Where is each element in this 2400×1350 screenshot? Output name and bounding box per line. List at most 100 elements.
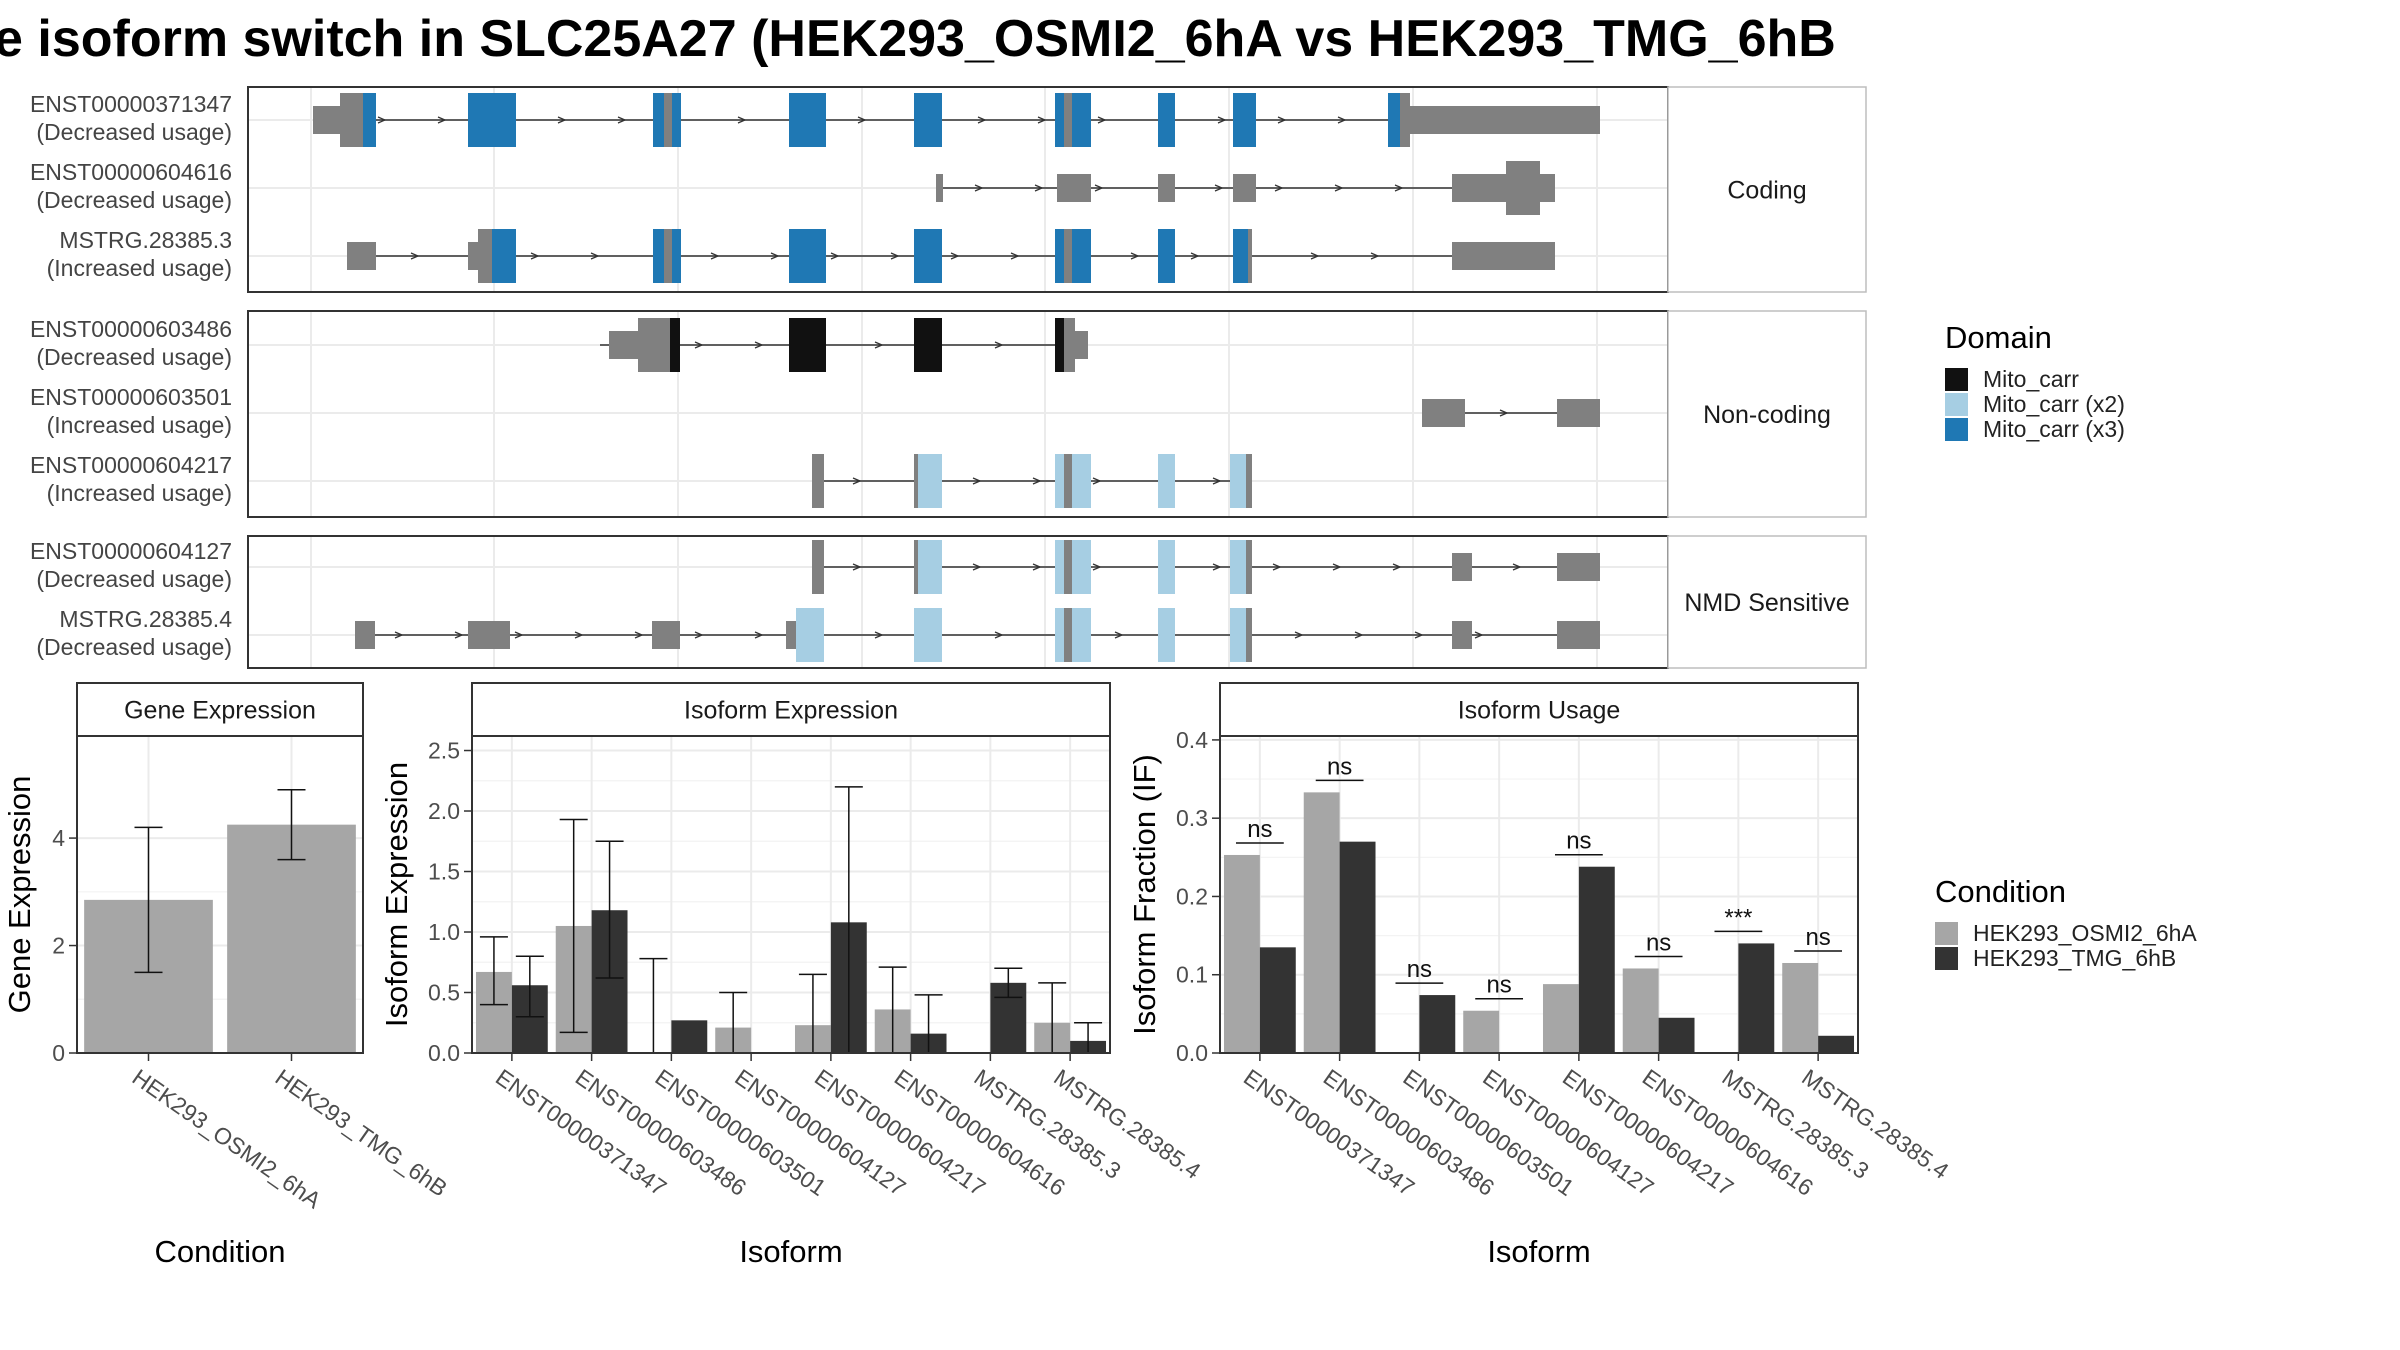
direction-arrow [974, 184, 984, 192]
y-axis-label: Gene Expression [2, 776, 37, 1014]
direction-arrow [770, 252, 780, 260]
exon [340, 93, 363, 147]
direction-arrow [1092, 563, 1102, 571]
exon [1557, 553, 1600, 581]
exon [313, 106, 340, 134]
y-tick-label: 0.0 [428, 1040, 460, 1066]
direction-arrow [1130, 252, 1140, 260]
direction-arrow [1512, 563, 1522, 571]
direction-arrow [617, 116, 627, 124]
exon [1230, 454, 1246, 508]
exon [1072, 454, 1091, 508]
exon [468, 93, 516, 147]
direction-arrow [1212, 563, 1222, 571]
direction-arrow [874, 341, 884, 349]
isoform-name: ENST00000604217 [30, 452, 232, 478]
direction-arrow [1032, 477, 1042, 485]
isoform-track [355, 608, 1600, 662]
y-tick-label: 0.2 [1176, 883, 1208, 909]
direction-arrow [1097, 116, 1107, 124]
exon [786, 621, 796, 649]
direction-arrow [1332, 563, 1342, 571]
direction-arrow [1337, 116, 1347, 124]
significance-label: ns [1486, 972, 1511, 999]
isoform-usage-label: (Decreased usage) [36, 187, 232, 213]
direction-arrow [950, 252, 960, 260]
direction-arrow [852, 563, 862, 571]
direction-arrow [437, 116, 447, 124]
direction-arrow [590, 252, 600, 260]
exon [1158, 608, 1175, 662]
exon [1506, 161, 1540, 215]
isoform-expression-chart: Isoform Expression 0.0 0.5 1.0 1.5 2.0 2.5 Isof… [379, 682, 1206, 1269]
legend-label: Mito_carr [1983, 366, 2079, 392]
x-axis-label: Isoform [1487, 1234, 1590, 1269]
isoform-track [936, 161, 1555, 215]
x-axis-label: Condition [155, 1234, 286, 1269]
direction-arrow [1354, 631, 1364, 639]
exon [796, 608, 824, 662]
direction-arrow [1474, 631, 1484, 639]
exon [1233, 174, 1256, 202]
exon [1064, 540, 1072, 594]
isoform-usage-chart: ns ns ns ns ns ns *** ns Isoform Usage 0.0 0.1 0.2 0… [1127, 682, 1954, 1269]
exon [672, 229, 681, 283]
exon [1064, 93, 1072, 147]
exon [653, 229, 664, 283]
exon [1248, 229, 1252, 283]
bar [1782, 962, 1819, 1053]
direction-arrow [1370, 252, 1380, 260]
direction-arrow [972, 563, 982, 571]
x-tick-label: MSTRG.28385.4 [1049, 1064, 1205, 1184]
exon [609, 331, 638, 359]
direction-arrow [1037, 116, 1047, 124]
direction-arrow [994, 341, 1004, 349]
exon [1452, 174, 1506, 202]
exon [1230, 540, 1246, 594]
y-tick-label: 1.0 [428, 919, 460, 945]
direction-arrow [1272, 563, 1282, 571]
exon [363, 93, 376, 147]
exon [1075, 331, 1088, 359]
facet-strip [471, 682, 1111, 737]
structure-panel-non-coding: ENST00000603486(Decreased usage) ENST0000… [30, 310, 1867, 518]
direction-arrow [634, 631, 644, 639]
bar [1818, 1035, 1855, 1053]
direction-arrow [852, 477, 862, 485]
direction-arrow [410, 252, 420, 260]
significance-label: ns [1407, 956, 1432, 983]
exon [1072, 540, 1091, 594]
direction-arrow [1392, 563, 1402, 571]
exon [1055, 540, 1064, 594]
direction-arrow [574, 631, 584, 639]
isoform-usage-label: (Decreased usage) [36, 344, 232, 370]
direction-arrow [1274, 184, 1284, 192]
y-tick-label: 2 [52, 933, 65, 959]
exon [1410, 106, 1600, 134]
direction-arrow [972, 477, 982, 485]
x-tick-label: MSTRG.28385.4 [1797, 1064, 1953, 1184]
direction-arrow [1414, 631, 1424, 639]
exon [914, 318, 942, 372]
legend-key [1945, 393, 1968, 416]
exon [478, 229, 492, 283]
y-tick-label: 2.5 [428, 738, 460, 764]
isoform-usage-label: (Increased usage) [47, 412, 232, 438]
direction-arrow [1217, 116, 1227, 124]
direction-arrow [1094, 184, 1104, 192]
chart-title: Isoform Expression [684, 697, 898, 725]
bar [1419, 995, 1456, 1053]
exon [1072, 608, 1091, 662]
exon [1246, 608, 1252, 662]
direction-arrow [394, 631, 404, 639]
structure-panel-coding: ENST00000371347(Decreased usage)ENST0000… [30, 86, 1867, 293]
exon [1158, 174, 1175, 202]
direction-arrow [1499, 409, 1509, 417]
exon [492, 229, 516, 283]
y-tick-label: 0.4 [1176, 727, 1208, 753]
chart-title: Isoform Usage [1458, 697, 1621, 725]
direction-arrow [994, 631, 1004, 639]
direction-arrow [530, 252, 540, 260]
isoform-name: MSTRG.28385.4 [59, 606, 232, 632]
exon [1072, 93, 1091, 147]
